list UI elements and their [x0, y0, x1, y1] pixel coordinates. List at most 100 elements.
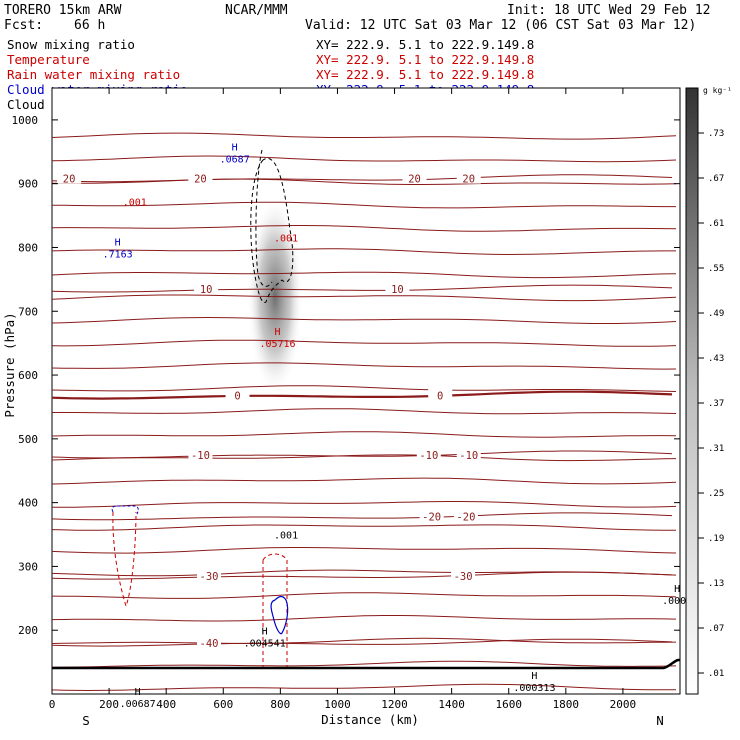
model-title: TORERO 15km ARW [4, 3, 122, 18]
rain-contour-south [112, 511, 137, 608]
y-tick-label: 500 [18, 433, 38, 446]
temperature-isotherm [51, 155, 677, 163]
fcst-value: 66 h [74, 18, 105, 33]
temperature-isotherm [51, 477, 677, 485]
y-tick-label: 1000 [12, 114, 39, 127]
colorbar-tick-label: .55 [708, 264, 724, 274]
temperature-isotherm [51, 385, 677, 392]
colorbar-tick-label: .73 [708, 129, 724, 139]
max-marker: H [115, 237, 121, 248]
temperature-isotherm [51, 132, 677, 140]
max-marker: H [674, 584, 680, 595]
field-label: Snow mixing ratio [7, 37, 135, 52]
temperature-isotherm [52, 501, 677, 508]
temperature-isotherm--30 [51, 571, 673, 580]
colorbar-tick-label: .31 [708, 444, 724, 454]
isotherm-label: -30 [454, 571, 473, 583]
temperature-isotherm [51, 225, 677, 232]
temperature-isotherm [51, 615, 677, 622]
isotherm-label: -10 [191, 450, 210, 462]
temperature-isotherm [51, 431, 677, 438]
max-marker: H [135, 687, 141, 698]
temperature-isotherm [51, 683, 676, 692]
contour-value-label: .000313 [513, 683, 555, 694]
x-tick-label: 1800 [553, 698, 580, 711]
isotherm-label: 10 [200, 284, 213, 296]
isotherm-label: 0 [234, 390, 240, 402]
colorbar-tick-label: .37 [708, 399, 724, 409]
x-tick-label: 1200 [381, 698, 408, 711]
temperature-isotherm-10 [51, 284, 673, 293]
snow-shading [247, 200, 303, 400]
temperature-isotherm [51, 592, 677, 599]
y-tick-label: 600 [18, 369, 38, 382]
temperature-isotherm [51, 201, 676, 209]
colorbar-tick-label: .25 [708, 489, 724, 499]
contour-value-label: .001 [123, 198, 147, 209]
temperature-isotherm-0 [51, 390, 673, 400]
isotherm-label: -40 [200, 638, 219, 650]
fcst-label: Fcst: [4, 18, 43, 33]
x-tick-label: 1600 [495, 698, 522, 711]
y-tick-label: 700 [18, 305, 38, 318]
temperature-isotherm-20 [51, 174, 673, 183]
x-tick-label: 800 [270, 698, 290, 711]
north-label: N [656, 713, 664, 728]
temperature-isotherm [51, 454, 677, 462]
temperature-isotherm--10 [51, 450, 673, 459]
y-tick-label: 400 [18, 497, 38, 510]
max-marker: H [262, 627, 268, 638]
y-tick-label: 800 [18, 241, 38, 254]
x-axis-label: Distance (km) [321, 712, 419, 727]
isotherm-label: -10 [419, 450, 438, 462]
colorbar-tick-label: .61 [708, 219, 724, 229]
isotherm-label: 0 [437, 390, 443, 402]
snow-contour [255, 149, 273, 287]
colorbar-tick-label: .07 [708, 624, 724, 634]
colorbar-tick-label: .13 [708, 579, 724, 589]
x-tick-label: 600 [213, 698, 233, 711]
temperature-isotherm [51, 271, 677, 279]
colorbar-tick-label: .67 [708, 174, 724, 184]
field-label: Rain water mixing ratio [7, 67, 180, 82]
terrain-line [52, 658, 680, 670]
temperature-isotherm [51, 294, 677, 302]
y-axis-label: Pressure (hPa) [2, 312, 17, 417]
contour-value-label: .0006 [662, 596, 692, 607]
y-tick-label: 300 [18, 560, 38, 573]
temperature-isotherm [51, 524, 676, 531]
temperature-isotherm [51, 248, 676, 256]
temperature-isotherm [51, 316, 677, 324]
field-label: Temperature [7, 52, 90, 67]
temperature-isotherm [51, 637, 677, 644]
temperature-isotherm--40 [51, 638, 673, 647]
x-tick-label: 2000 [610, 698, 637, 711]
field-xy: XY= 222.9. 5.1 to 222.9.149.8 [316, 52, 534, 67]
valid-time: Valid: 12 UTC Sat 03 Mar 12 (06 CST Sat … [305, 18, 696, 33]
init-time: Init: 18 UTC Wed 29 Feb 12 [507, 3, 711, 18]
contour-value-label: .7163 [103, 249, 133, 260]
y-tick-label: 900 [18, 178, 38, 191]
x-tick-label: 400 [156, 698, 176, 711]
isotherm-label: 20 [63, 174, 76, 186]
field-xy: XY= 222.9. 5.1 to 222.9.149.8 [316, 67, 534, 82]
cloud-water-contour [270, 595, 289, 635]
max-marker: H [232, 142, 238, 153]
x-tick-label: 200 [99, 698, 119, 711]
isotherm-label: 20 [462, 174, 475, 186]
contour-value-label: .001 [274, 233, 298, 244]
max-marker: H [274, 327, 280, 338]
colorbar-tick-label: .01 [708, 669, 724, 679]
colorbar [685, 87, 699, 695]
south-label: S [82, 713, 90, 728]
contour-value-label: .0687 [220, 154, 250, 165]
field-xy: XY= 222.9. 5.1 to 222.9.149.8 [316, 37, 534, 52]
temperature-isotherm [51, 547, 677, 554]
center-title: NCAR/MMM [225, 3, 288, 18]
cloud-ice-contour [250, 157, 294, 304]
rain-contour-main [262, 553, 288, 668]
colorbar-tick-label: .43 [708, 354, 724, 364]
temperature-isotherm [52, 408, 677, 415]
isotherm-label: -30 [200, 571, 219, 583]
contour-value-label: .05716 [259, 339, 295, 350]
